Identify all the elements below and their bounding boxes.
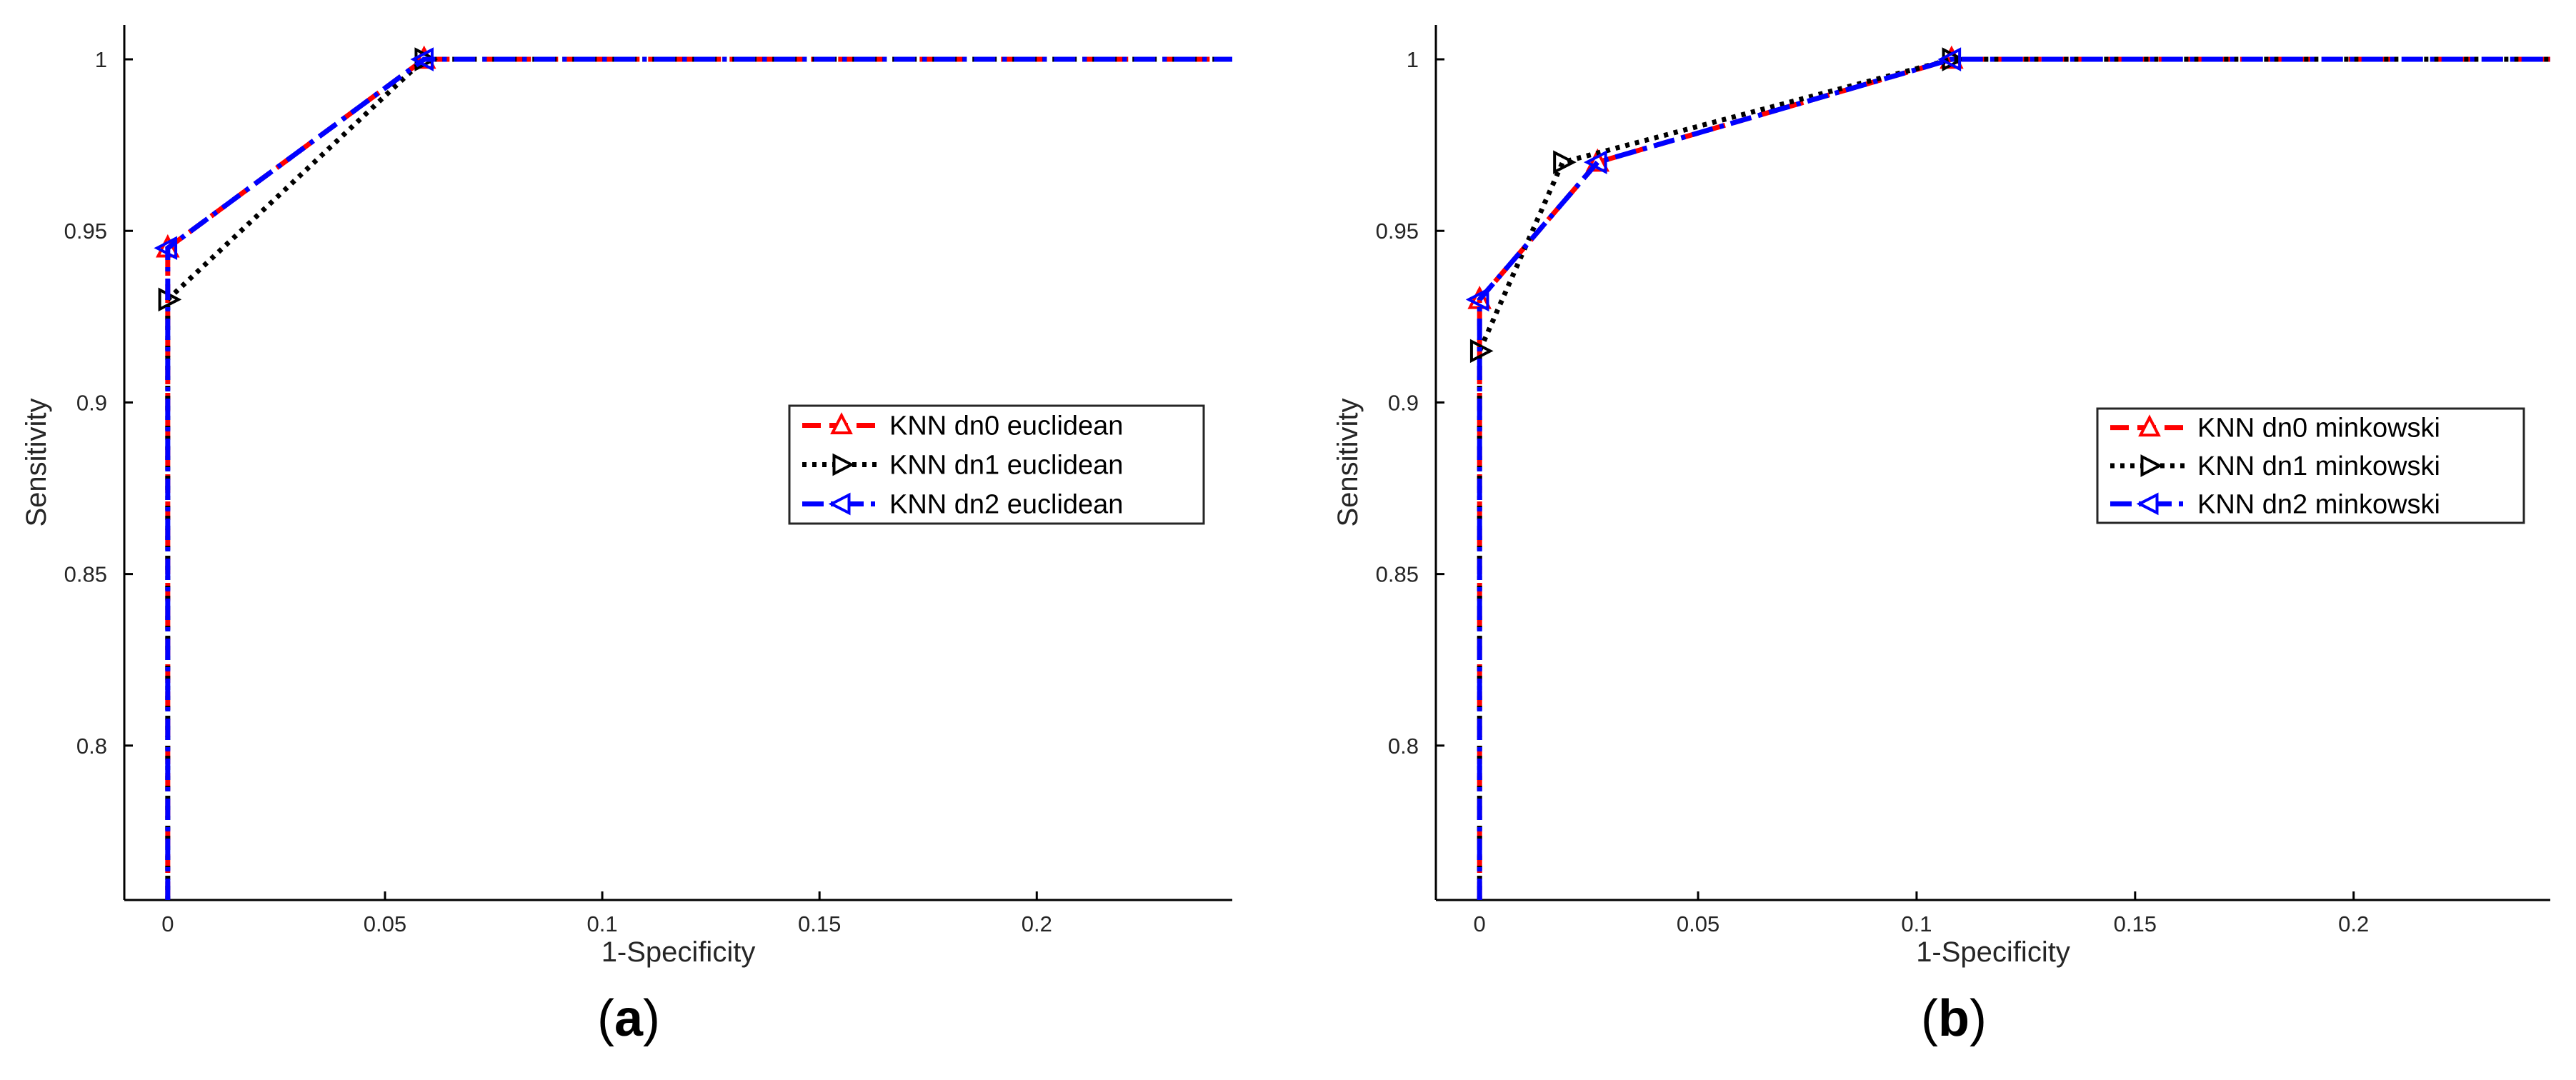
legend-label: KNN dn0 euclidean bbox=[889, 411, 1123, 441]
data-point-marker bbox=[1585, 148, 1610, 172]
x-tick-label: 0.2 bbox=[2338, 911, 2369, 936]
x-tick-label: 0 bbox=[1474, 911, 1486, 936]
series-line-2 bbox=[1477, 56, 2550, 900]
series-line-2 bbox=[165, 56, 1232, 900]
y-tick-label: 0.85 bbox=[64, 562, 107, 587]
legend: KNN dn0 minkowski KNN dn1 minkowski KNN dn… bbox=[2096, 407, 2525, 524]
legend-label: KNN dn2 minkowski bbox=[2197, 489, 2440, 519]
y-tick-label: 0.95 bbox=[1376, 219, 1419, 244]
y-tick-label: 1 bbox=[95, 47, 107, 72]
x-tick-label: 0.15 bbox=[798, 911, 841, 936]
x-tick-label: 0.1 bbox=[587, 911, 618, 936]
y-tick-label: 0.9 bbox=[76, 390, 107, 415]
legend-marker bbox=[2138, 414, 2161, 437]
y-tick-label: 0.95 bbox=[64, 219, 107, 244]
y-axis-label: Sensitivity bbox=[1332, 398, 1364, 526]
legend-label: KNN dn0 minkowski bbox=[2197, 414, 2440, 444]
x-axis-label: 1-Specificity bbox=[1916, 936, 2070, 968]
x-tick-label: 0.1 bbox=[1901, 911, 1932, 936]
x-tick-label: 0.05 bbox=[1677, 911, 1719, 936]
x-axis-label: 1-Specificity bbox=[601, 936, 756, 968]
data-point-marker bbox=[1583, 150, 1607, 174]
y-tick-label: 0.8 bbox=[76, 734, 107, 759]
y-axis-label: Sensitivity bbox=[21, 398, 52, 526]
data-point-marker bbox=[1937, 47, 1962, 71]
data-point-marker bbox=[1469, 339, 1494, 364]
data-point-marker bbox=[154, 236, 178, 261]
legend-marker bbox=[832, 453, 855, 476]
y-tick-label: 0.9 bbox=[1388, 390, 1419, 415]
legend: KNN dn0 euclidean KNN dn1 euclidean KNN dn… bbox=[788, 404, 1205, 525]
data-point-marker bbox=[1553, 150, 1577, 174]
legend-marker bbox=[2136, 492, 2159, 516]
chart-panel-b: 0 0.05 0.1 0.15 0.2 0.8 0.85 0.9 0.95 1 1-Specific… bbox=[1332, 25, 2550, 1047]
legend-label: KNN dn1 euclidean bbox=[889, 451, 1123, 481]
x-tick-label: 0 bbox=[161, 911, 174, 936]
panel-label: (b) bbox=[1921, 990, 1987, 1047]
y-tick-label: 1 bbox=[1407, 47, 1419, 72]
x-tick-label: 0.05 bbox=[364, 911, 406, 936]
y-tick-label: 0.8 bbox=[1388, 734, 1419, 759]
legend-marker bbox=[2140, 454, 2163, 477]
legend-marker bbox=[828, 492, 851, 516]
legend-marker bbox=[830, 412, 853, 434]
y-tick-label: 0.85 bbox=[1376, 562, 1419, 587]
data-point-marker bbox=[1465, 287, 1489, 312]
x-tick-label: 0.2 bbox=[1022, 911, 1052, 936]
data-point-marker bbox=[410, 47, 434, 71]
panel-label: (a) bbox=[597, 990, 660, 1047]
legend-label: KNN dn2 euclidean bbox=[889, 490, 1123, 520]
x-tick-label: 0.15 bbox=[2114, 911, 2157, 936]
legend-label: KNN dn1 minkowski bbox=[2197, 451, 2440, 481]
chart-panel-a: 0 0.05 0.1 0.15 0.2 0.8 0.85 0.9 0.95 1 1-Specific… bbox=[21, 25, 1232, 1047]
